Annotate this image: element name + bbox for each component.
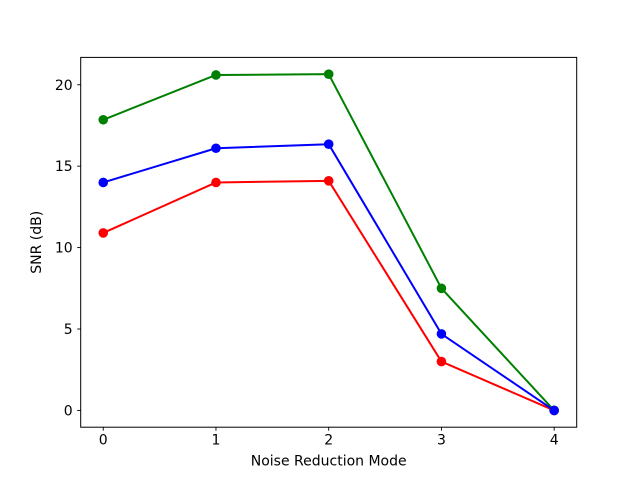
marker-blue-3 [436, 329, 447, 339]
plot-area: 0 1 2 3 4 0 5 10 15 20 [55, 56, 578, 449]
y-axis-label: SNR (dB) [29, 211, 45, 274]
marker-blue-0 [98, 177, 109, 188]
marker-blue-1 [211, 143, 221, 154]
x-tick-label: 0 [99, 433, 108, 449]
marker-red-0 [98, 228, 109, 238]
y-tick-label: 20 [55, 78, 73, 94]
marker-green-0 [98, 114, 109, 125]
x-tick-label: 2 [324, 433, 333, 449]
marker-green-2 [323, 69, 334, 79]
marker-red-2 [323, 176, 334, 186]
marker-green-3 [436, 283, 447, 294]
series-line-green [102, 73, 556, 412]
marker-green-1 [211, 70, 221, 80]
axes-frame [80, 56, 578, 428]
y-tick-label: 5 [64, 322, 73, 338]
y-tick-label: 10 [55, 241, 73, 257]
y-tick-label: 15 [55, 159, 73, 175]
x-axis-label: Noise Reduction Mode [251, 454, 407, 470]
x-tick-label: 1 [212, 433, 221, 449]
marker-blue-4 [549, 405, 559, 416]
marker-red-1 [211, 177, 221, 188]
marker-red-3 [436, 356, 447, 367]
y-tick-label: 0 [64, 403, 73, 419]
x-tick-label: 4 [550, 433, 559, 449]
marker-blue-2 [323, 139, 334, 149]
series-line-red [102, 179, 556, 412]
x-tick-label: 3 [437, 433, 446, 449]
